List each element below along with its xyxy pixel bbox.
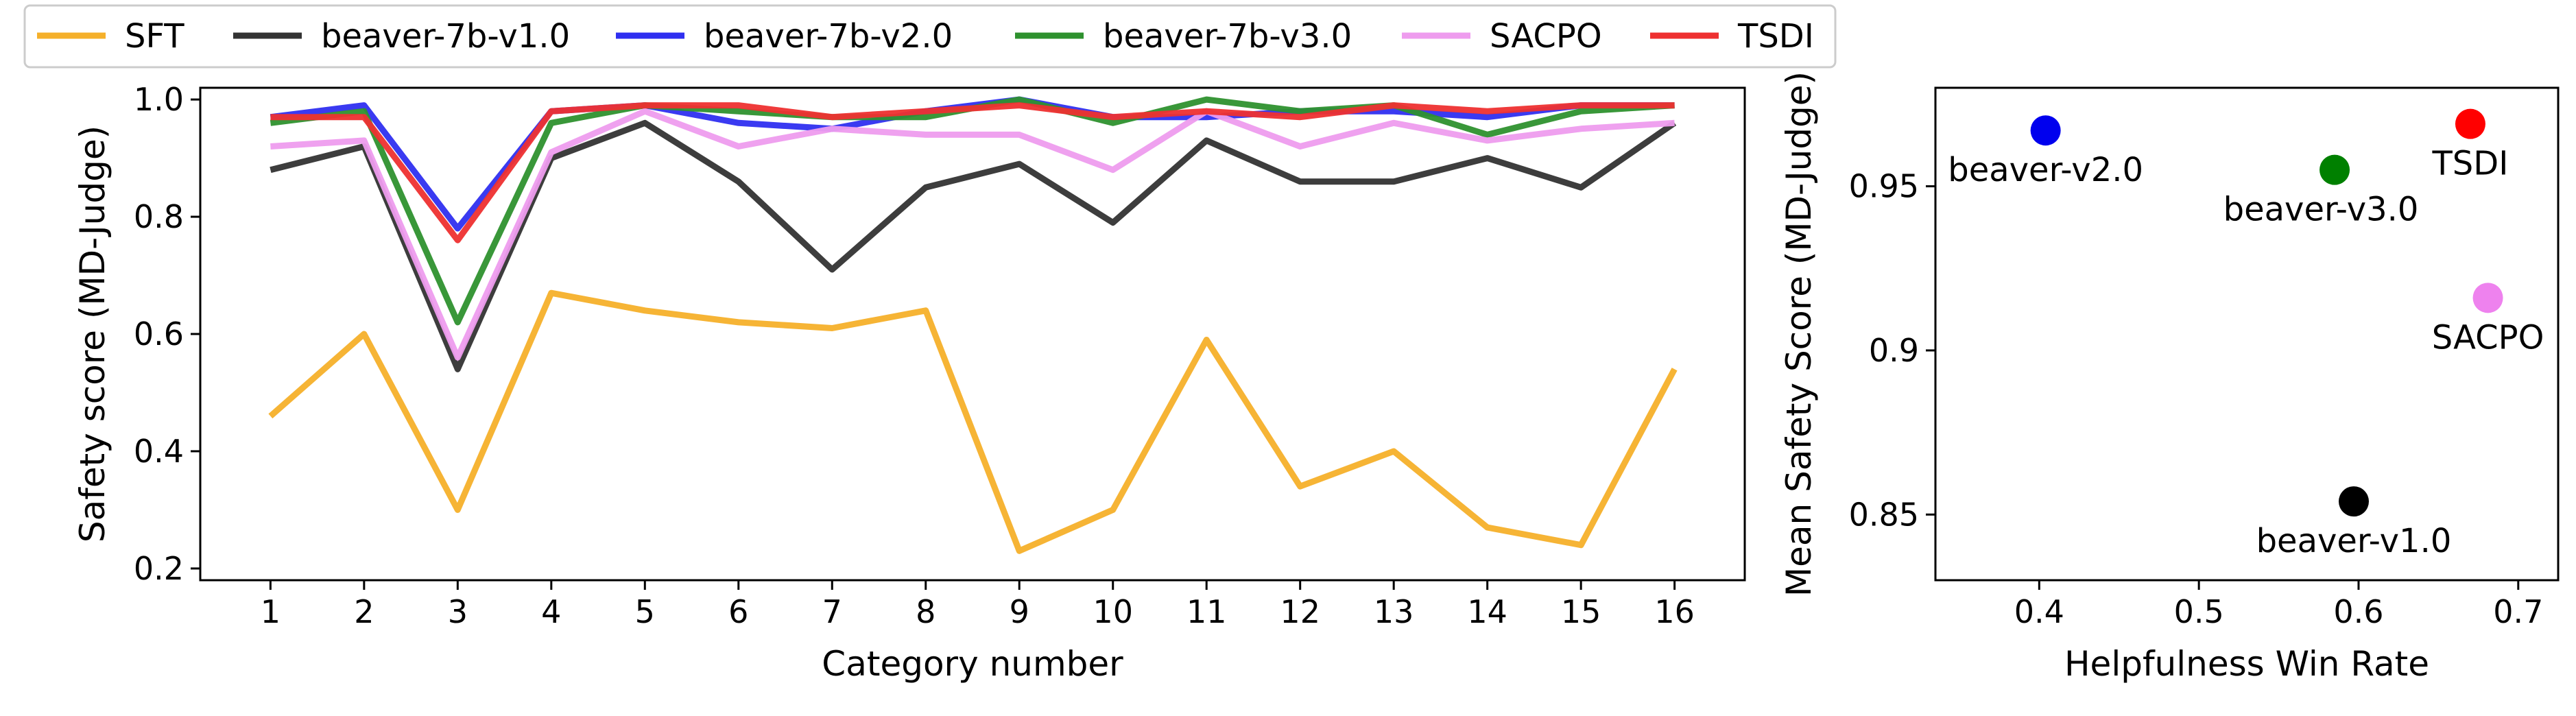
x-tick-label: 9	[1010, 593, 1029, 630]
scatter-point-beaver-v3-0	[2319, 154, 2350, 185]
scatter-point-tsdi	[2455, 108, 2485, 139]
scatter-chart-x-axis-label: Helpfulness Win Rate	[2064, 644, 2429, 684]
scatter-chart-frame	[1934, 86, 2560, 582]
x-tick-label: 8	[916, 593, 935, 630]
legend: SFT beaver-7b-v1.0 beaver-7b-v2.0 beaver-7b…	[23, 4, 1837, 69]
legend-label: beaver-7b-v2.0	[704, 17, 953, 56]
x-tick-label: 2	[354, 593, 374, 630]
y-tick-label: 0.2	[134, 550, 184, 587]
scatter-point-label: beaver-v1.0	[2256, 522, 2452, 560]
legend-frame	[23, 4, 1837, 69]
line-chart: 1 2 3 4 5 6 7 8 9 10 11 12 13 14 15 16 0.20.40.60.81.0 …	[73, 81, 1746, 684]
x-tick-label: 12	[1280, 593, 1320, 630]
y-tick-label: 1.0	[134, 81, 184, 118]
scatter-point-label: TSDI	[2431, 145, 2508, 183]
legend-label: TSDI	[1737, 17, 1814, 56]
y-tick-label: 0.4	[134, 433, 184, 470]
x-tick-label: 10	[1093, 593, 1133, 630]
x-tick-label: 7	[822, 593, 842, 630]
series-line-tsdi	[270, 102, 1675, 243]
scatter-point-label: beaver-v3.0	[2223, 191, 2419, 229]
x-tick-label: 4	[541, 593, 561, 630]
x-tick-label: 0.5	[2174, 593, 2224, 630]
line-chart-y-axis-label: Safety score (MD-Judge)	[73, 126, 112, 542]
series-line-sacpo	[270, 108, 1675, 361]
scatter-chart-y-axis-label: Mean Safety Score (MD-Judge)	[1779, 71, 1819, 597]
legend-label: beaver-7b-v3.0	[1103, 17, 1352, 56]
x-tick-label: 1	[261, 593, 281, 630]
scatter-chart: beaver-v2.0 beaver-v3.0 TSDI SACPO beaver-v1…	[1779, 71, 2560, 684]
x-tick-label: 3	[448, 593, 468, 630]
series-line-sft	[268, 289, 1678, 554]
y-tick-label: 0.9	[1869, 332, 1919, 369]
x-tick-label: 6	[728, 593, 748, 630]
legend-label: SFT	[125, 17, 184, 56]
line-chart-frame	[199, 86, 1746, 582]
scatter-point-label: beaver-v2.0	[1948, 151, 2143, 189]
scatter-point-label: SACPO	[2432, 318, 2544, 357]
x-tick-label: 0.6	[2333, 593, 2383, 630]
x-tick-label: 5	[635, 593, 655, 630]
x-tick-label: 0.7	[2493, 593, 2543, 630]
x-tick-label: 15	[1561, 593, 1601, 630]
x-tick-label: 16	[1654, 593, 1695, 630]
x-tick-label: 0.4	[2014, 593, 2064, 630]
x-tick-label: 14	[1467, 593, 1507, 630]
y-tick-label: 0.6	[134, 315, 184, 353]
y-tick-label: 0.85	[1849, 496, 1919, 533]
scatter-point-beaver-v1-0	[2338, 486, 2369, 517]
y-tick-label: 0.8	[134, 198, 184, 235]
x-tick-label: 11	[1186, 593, 1227, 630]
line-chart-x-axis-label: Category number	[822, 644, 1123, 684]
scatter-point-beaver-v2-0	[2030, 115, 2061, 146]
series-line-beaver-7b-v1-0	[270, 119, 1677, 372]
scatter-point-sacpo	[2472, 283, 2503, 313]
legend-label: beaver-7b-v1.0	[321, 17, 570, 56]
x-tick-label: 13	[1374, 593, 1414, 630]
y-tick-label: 0.95	[1849, 168, 1919, 205]
legend-label: SACPO	[1490, 17, 1602, 56]
